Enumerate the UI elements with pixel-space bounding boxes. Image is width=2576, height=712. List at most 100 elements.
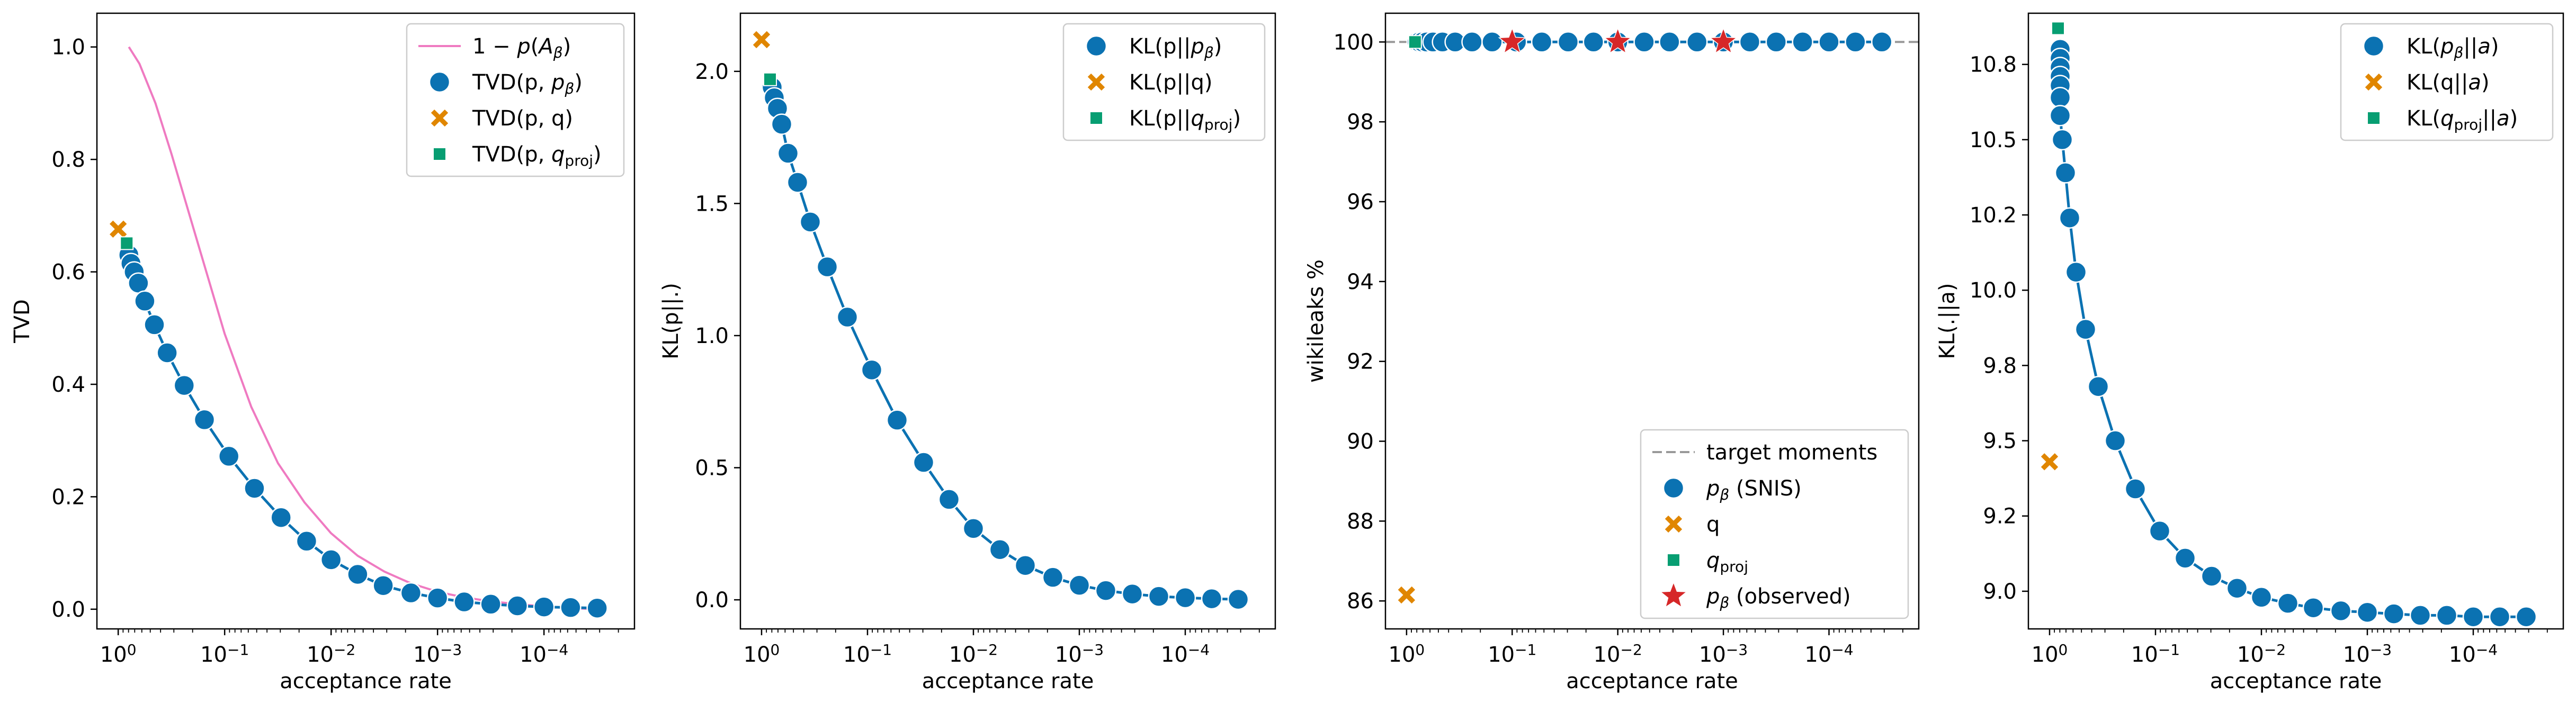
label-part: −3	[1082, 641, 1104, 659]
label-part: )	[1232, 106, 1241, 131]
data-point-1-7	[799, 211, 821, 233]
data-point-2-22	[533, 596, 555, 618]
data-point-1-20	[2250, 587, 2273, 608]
x-tick-label: 10−3	[413, 641, 462, 667]
y-tick-label: 0.8	[51, 148, 85, 172]
label-part: 0	[2059, 641, 2068, 659]
legend-frame	[2340, 23, 2554, 141]
x-tick-label: 10−3	[2343, 641, 2392, 667]
label-part: 10	[843, 643, 870, 667]
y-tick-label: 0.6	[51, 260, 85, 285]
y-axis-label: KL(.||a)	[1935, 283, 1960, 359]
label-part: −4	[1831, 641, 1853, 659]
y-tick-label: 1.0	[51, 35, 85, 60]
data-point-1-16	[1014, 554, 1036, 576]
legend-label: KL(qproj||a)	[2407, 106, 2518, 133]
data-point-2-10	[218, 445, 240, 467]
axes-frame	[96, 12, 636, 630]
data-point-1-8	[1461, 31, 1483, 53]
label-part: a	[2468, 70, 2481, 95]
x-tick-label: 10−4	[520, 641, 568, 667]
label-part: 1 −	[472, 34, 517, 59]
label-part: q	[2440, 106, 2454, 131]
data-point-1-21	[1148, 585, 1170, 607]
y-tick-label: 96	[1347, 190, 1374, 214]
label-part: proj	[1204, 116, 1233, 133]
plot-area	[753, 31, 1249, 610]
data-point-3-1	[2051, 21, 2065, 35]
data-point-2-12	[270, 507, 292, 528]
data-point-2-4	[128, 272, 149, 294]
x-tick-label: 10−4	[2449, 641, 2498, 667]
data-point-1-15	[1633, 31, 1655, 53]
label-part: )	[1214, 34, 1222, 59]
x-axis-label: acceptance rate	[2210, 669, 2382, 693]
data-point-1-19	[1739, 31, 1761, 53]
label-part: β	[1719, 486, 1729, 503]
axes-frame	[2027, 12, 2564, 630]
data-point-3-1	[1408, 35, 1422, 49]
data-point-2-21	[506, 595, 529, 617]
data-point-1-17	[2174, 547, 2196, 569]
data-point-2-11	[244, 477, 265, 499]
data-point-2-14	[320, 549, 342, 571]
y-tick-label: 9.8	[1983, 354, 2017, 378]
label-part: −4	[2476, 641, 2498, 659]
data-point-1-19	[1095, 580, 1117, 601]
x-tick-label: 10−4	[1161, 641, 1210, 667]
label-part: β	[1719, 594, 1729, 611]
data-point-2-1	[1398, 586, 1416, 604]
label-part: )	[574, 70, 583, 95]
label-part: −2	[976, 641, 998, 659]
label-part: β	[553, 44, 563, 61]
data-point-1-6	[2049, 86, 2071, 109]
series-line-2	[127, 255, 597, 610]
y-tick-label: 10.0	[1970, 278, 2017, 303]
x-tick-label: 100	[1389, 641, 1425, 667]
legend-swatch-circle	[2363, 35, 2385, 57]
label-part: )	[563, 34, 571, 59]
data-point-1-27	[2436, 605, 2458, 626]
label-part: −1	[227, 641, 249, 659]
label-part: −2	[334, 641, 355, 659]
y-tick-label: 100	[1334, 30, 1374, 55]
legend-label: TVD(p, q)	[472, 106, 573, 131]
data-point-1-18	[2201, 565, 2223, 587]
data-point-2-24	[586, 597, 608, 619]
data-point-1-7	[2049, 105, 2071, 127]
y-tick-label: 1.0	[695, 324, 729, 348]
legend-swatch-square	[1089, 111, 1103, 125]
data-point-1-14	[2104, 430, 2126, 452]
x-tick-label: 100	[100, 641, 137, 667]
data-point-1-26	[2409, 605, 2431, 626]
data-point-3-1	[763, 72, 777, 86]
label-part: q	[1706, 548, 1720, 573]
label-part: KL(q||	[2407, 70, 2468, 95]
y-tick-label: 0.5	[695, 456, 729, 481]
label-part: proj	[1720, 558, 1748, 575]
label-part: β	[564, 80, 574, 97]
label-part: 0	[127, 641, 137, 659]
data-point-1-23	[1201, 588, 1223, 610]
data-point-1-22	[1174, 587, 1196, 609]
label-part: 0	[1415, 641, 1425, 659]
data-point-1-11	[886, 409, 908, 431]
legend-swatch-circle	[1085, 35, 1107, 57]
legend-frame	[406, 23, 625, 177]
label-part: KL(	[2407, 106, 2440, 131]
data-point-1-30	[2515, 606, 2537, 628]
label-part: −4	[547, 641, 568, 659]
label-part: 10	[2131, 643, 2158, 667]
data-point-1-17	[1686, 31, 1708, 53]
data-point-4-1	[120, 236, 134, 250]
y-tick-label: 0.0	[695, 588, 729, 612]
data-point-1-15	[2124, 478, 2146, 500]
label-part: −2	[2264, 641, 2286, 659]
data-point-1-22	[1818, 31, 1840, 53]
legend-label: KL(pβ||a)	[2407, 34, 2499, 61]
label-part: p	[2440, 34, 2454, 59]
label-part: 10	[2343, 643, 2370, 667]
label-part: 10	[1594, 643, 1621, 667]
data-point-2-18	[426, 587, 449, 609]
